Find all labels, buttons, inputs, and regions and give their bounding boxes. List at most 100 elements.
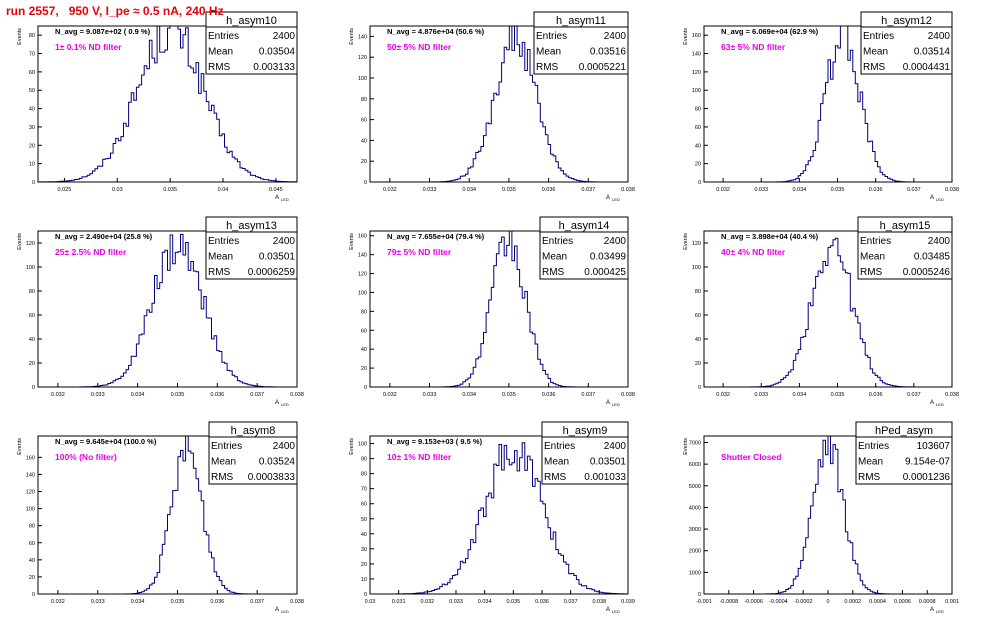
y-tick-label: 60 bbox=[29, 313, 35, 319]
plot-frame bbox=[37, 230, 298, 388]
y-tick-label: 80 bbox=[695, 107, 701, 113]
y-tick-label: 0 bbox=[364, 180, 367, 186]
stats-value: 0.03501 bbox=[259, 252, 296, 263]
x-tick-label: 0.035 bbox=[502, 392, 516, 398]
x-tick-label: 0.037 bbox=[250, 392, 264, 398]
x-tick-label: 0.033 bbox=[754, 392, 768, 398]
x-tick-label: 0.034 bbox=[462, 392, 476, 398]
x-tick-label: 0.032 bbox=[51, 599, 65, 605]
y-tick-label: 0 bbox=[698, 385, 701, 391]
stats-label: Entries bbox=[208, 31, 239, 42]
histogram-title: h_asym13 bbox=[226, 220, 277, 232]
plot-frame bbox=[37, 25, 298, 183]
x-tick-label: -0.0008 bbox=[719, 599, 738, 605]
stats-box bbox=[860, 11, 953, 75]
y-tick-label: 120 bbox=[692, 241, 701, 247]
y-tick-label: 60 bbox=[29, 541, 35, 547]
x-tick-label: 0.038 bbox=[945, 392, 959, 398]
y-tick-label: 40 bbox=[361, 138, 367, 144]
y-tick-label: 70 bbox=[29, 52, 35, 58]
y-tick-label: 80 bbox=[361, 97, 367, 103]
x-axis-label-subscript: LED bbox=[936, 609, 944, 614]
y-tick-label: 160 bbox=[26, 455, 35, 461]
x-tick-label: 0.033 bbox=[754, 187, 768, 193]
histogram-panel-h_asym14: 0.032 0.033 0.034 0.035 0.036 0.037 0.038 0 20 40… bbox=[349, 216, 635, 407]
plot-frame bbox=[369, 230, 629, 388]
x-axis-label: A bbox=[606, 400, 610, 406]
stats-value: 103607 bbox=[917, 441, 951, 452]
y-tick-label: 60 bbox=[361, 118, 367, 124]
stats-label: Mean bbox=[858, 457, 883, 468]
x-tick-label: 0.033 bbox=[91, 599, 105, 605]
stats-value: 0.03485 bbox=[914, 252, 951, 263]
stats-value: 0.03501 bbox=[590, 457, 627, 468]
x-tick-label: 0.035 bbox=[506, 599, 520, 605]
histogram-line bbox=[370, 442, 629, 595]
histogram-panel-h_asym13: 0.032 0.033 0.034 0.035 0.036 0.037 0.038 0 20 40… bbox=[17, 216, 304, 407]
plot-frame bbox=[369, 435, 629, 595]
stats-label: Entries bbox=[544, 441, 575, 452]
stats-label: RMS bbox=[536, 62, 559, 73]
stats-value: 0.0005246 bbox=[903, 267, 951, 278]
x-tick-label: 0.034 bbox=[793, 187, 807, 193]
y-tick-label: 50 bbox=[361, 517, 367, 523]
x-axis-label-subscript: LED bbox=[281, 609, 289, 614]
stats-label: RMS bbox=[208, 62, 231, 73]
histogram-panel-h_asym11: 0.032 0.033 0.034 0.035 0.036 0.037 0.038 0 20 40… bbox=[349, 11, 635, 202]
stats-label: Mean bbox=[208, 252, 233, 263]
filter-label: 79± 5% ND filter bbox=[387, 247, 452, 257]
x-axis-label: A bbox=[275, 195, 279, 201]
y-tick-label: 80 bbox=[29, 524, 35, 530]
x-tick-label: -0.0002 bbox=[794, 599, 813, 605]
filter-label: 63± 5% ND filter bbox=[721, 42, 786, 52]
x-tick-label: 0.036 bbox=[869, 392, 883, 398]
x-tick-label: 0.036 bbox=[210, 599, 224, 605]
histogram-title: h_asym10 bbox=[226, 15, 277, 27]
x-tick-label: 0.036 bbox=[542, 187, 556, 193]
filter-label: 100% (No filter) bbox=[55, 452, 117, 462]
histogram-title: h_asym9 bbox=[563, 425, 608, 437]
histogram-title: h_asym11 bbox=[556, 15, 606, 27]
x-axis-label-subscript: LED bbox=[281, 402, 289, 407]
stats-box bbox=[205, 216, 298, 280]
x-tick-label: -0.0004 bbox=[769, 599, 788, 605]
x-tick-label: 0.036 bbox=[535, 599, 549, 605]
stats-label: Entries bbox=[211, 441, 242, 452]
stats-label: Entries bbox=[860, 236, 891, 247]
y-tick-label: 1000 bbox=[689, 570, 701, 576]
y-tick-label: 120 bbox=[692, 70, 701, 76]
x-tick-label: 0.032 bbox=[716, 187, 730, 193]
x-tick-label: 0.038 bbox=[290, 392, 304, 398]
y-tick-label: 20 bbox=[361, 159, 367, 165]
x-tick-label: 0 bbox=[826, 599, 829, 605]
stats-value: 0.001033 bbox=[584, 472, 626, 483]
stats-box bbox=[855, 421, 953, 485]
y-tick-label: 10 bbox=[361, 577, 367, 583]
y-axis-label: Events bbox=[17, 28, 23, 45]
y-tick-label: 160 bbox=[692, 33, 701, 39]
x-tick-label: -0.0006 bbox=[744, 599, 763, 605]
stats-box bbox=[208, 421, 298, 485]
stats-label: Mean bbox=[863, 47, 888, 58]
y-tick-label: 40 bbox=[695, 337, 701, 343]
stats-box bbox=[205, 11, 298, 75]
x-tick-label: 0.033 bbox=[449, 599, 463, 605]
stats-value: 2400 bbox=[928, 31, 951, 42]
y-tick-label: 70 bbox=[361, 487, 367, 493]
navg-label: N_avg = 2.490e+04 (25.8 %) bbox=[55, 232, 153, 241]
x-tick-label: 0.038 bbox=[621, 392, 635, 398]
x-tick-label: -0.001 bbox=[696, 599, 712, 605]
filter-label: 40± 4% ND filter bbox=[721, 247, 786, 257]
y-tick-label: 20 bbox=[29, 361, 35, 367]
x-tick-label: 0.039 bbox=[621, 599, 635, 605]
stats-box bbox=[539, 216, 629, 280]
y-tick-label: 40 bbox=[695, 143, 701, 149]
x-tick-label: 0.0004 bbox=[869, 599, 886, 605]
x-tick-label: 0.035 bbox=[831, 187, 845, 193]
x-tick-label: 0.001 bbox=[945, 599, 959, 605]
navg-label: N_avg = 9.645e+04 (100.0 %) bbox=[55, 437, 157, 446]
y-tick-label: 20 bbox=[29, 143, 35, 149]
x-tick-label: 0.038 bbox=[945, 187, 959, 193]
run-title: run 2557, 950 V, I_pe ≈ 0.5 nA, 240 Hz bbox=[6, 4, 224, 18]
